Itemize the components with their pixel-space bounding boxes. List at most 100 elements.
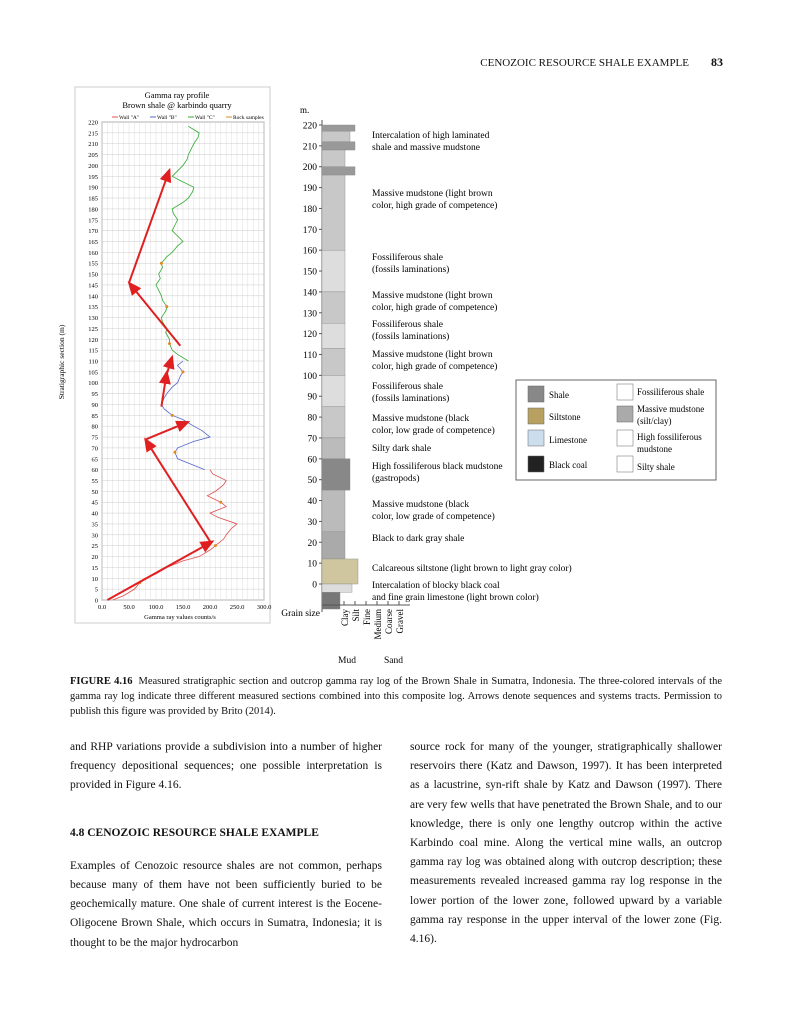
depth-tick-label: 30	[308, 518, 318, 528]
paragraph: and RHP variations provide a subdivision…	[70, 741, 382, 792]
grain-size-class: Gravel	[395, 609, 405, 634]
depth-tick-label: 80	[308, 414, 318, 424]
depth-tick-label: 180	[303, 205, 318, 215]
legend-item-label: Fossiliferous shale	[637, 387, 704, 397]
y-tick-label: 220	[88, 120, 98, 127]
right-column: source rock for many of the younger, str…	[410, 738, 722, 949]
lithology-description: Massive mudstone (light brown	[372, 290, 493, 301]
legend-pattern-swatch	[527, 385, 545, 403]
y-tick-label: 25	[92, 543, 99, 550]
lithology-description: Intercalation of blocky black coal	[372, 580, 500, 591]
y-tick-label: 160	[88, 250, 98, 257]
lithology-description: Fossiliferous shale	[372, 252, 443, 263]
chart-title: Gamma ray profile	[145, 90, 210, 100]
x-tick-label: 150.0	[176, 604, 191, 611]
y-tick-label: 185	[88, 196, 98, 203]
lithology-description: (gastropods)	[372, 473, 420, 484]
depth-tick-label: 220	[303, 122, 318, 132]
left-column: and RHP variations provide a subdivision…	[70, 738, 382, 953]
legend-item-label: Shale	[549, 390, 569, 400]
y-tick-label: 0	[95, 598, 98, 605]
paragraph: Examples of Cenozoic resource shales are…	[70, 859, 382, 949]
sequence-arrow	[162, 354, 175, 375]
y-tick-label: 105	[88, 369, 98, 376]
rock-sample-point	[173, 450, 177, 454]
x-axis-label: Gamma ray values counts/s	[144, 614, 216, 621]
sequence-arrow	[106, 540, 215, 601]
legend-item-label: mudstone	[637, 444, 672, 454]
y-tick-label: 135	[88, 304, 98, 311]
y-tick-label: 5	[95, 587, 98, 594]
y-tick-label: 175	[88, 217, 98, 224]
lithology-description: color, low grade of competence)	[372, 425, 495, 436]
rock-sample-point	[213, 544, 217, 548]
rock-sample-point	[168, 342, 171, 346]
running-title: CENOZOIC RESOURCE SHALE EXAMPLE	[480, 57, 689, 69]
rock-sample-point	[159, 261, 163, 265]
legend-label: Wall "B"	[157, 115, 177, 121]
legend-item-label: Silty shale	[637, 462, 675, 472]
depth-tick-label: 10	[308, 560, 318, 570]
legend-label: Rock samples	[233, 115, 264, 121]
lithology-bed	[321, 437, 346, 460]
lithology-description: (fossils laminations)	[372, 393, 449, 404]
lithology-bed	[321, 583, 353, 593]
grain-size-label: Grain size	[281, 609, 320, 619]
lithology-description: Massive mudstone (light brown	[372, 349, 493, 360]
y-axis-label: Stratigraphic section (m)	[57, 324, 66, 399]
lithology-description: shale and massive mudstone	[372, 143, 480, 153]
sequence-arrow	[145, 420, 191, 441]
figure-4-16: Gamma ray profile Brown shale @ karbindo…	[57, 86, 717, 666]
y-tick-label: 35	[92, 521, 99, 528]
y-tick-label: 190	[88, 185, 98, 192]
lithology-bed	[321, 323, 346, 349]
legend-item-label: High fossiliferous	[637, 432, 702, 442]
y-tick-label: 115	[88, 348, 98, 355]
y-tick-label: 170	[88, 228, 98, 235]
depth-tick-label: 40	[308, 497, 318, 507]
sequence-arrow	[128, 167, 172, 284]
unit-label: m.	[300, 105, 309, 115]
y-tick-label: 150	[88, 272, 98, 279]
grain-size-class: Clay	[340, 609, 350, 626]
lithology-bed	[321, 406, 346, 439]
grain-size-class: Coarse	[384, 609, 394, 634]
lithology-description: Massive mudstone (light brown	[372, 188, 493, 199]
sequence-arrow	[144, 437, 211, 542]
lithology-bed	[321, 174, 346, 251]
y-tick-label: 10	[92, 576, 99, 583]
y-ticks: 0 5 10 15 20 25 30 35 40 45 50 55 60 65 70 75 80 85 90 95 10…	[88, 120, 98, 605]
y-tick-label: 95	[92, 391, 99, 398]
legend-item-label: Limestone	[549, 435, 587, 445]
group-label: Sand	[384, 656, 403, 666]
lithology-bed	[321, 348, 346, 376]
legend-pattern-swatch	[616, 383, 634, 401]
legend-label: Wall "C"	[195, 115, 215, 121]
depth-tick-label: 110	[303, 351, 317, 361]
chart-legend: Wall "A" Wall "B" Wall "C" Rock samples	[112, 115, 264, 121]
y-tick-label: 125	[88, 326, 98, 333]
lithology-description: (fossils laminations)	[372, 331, 449, 342]
legend-item-label: Black coal	[549, 460, 588, 470]
lithology-bed	[321, 141, 356, 151]
y-tick-label: 205	[88, 152, 98, 159]
y-tick-label: 100	[88, 380, 98, 387]
depth-tick-label: 70	[308, 434, 318, 444]
lithology-description: and fine grain limestone (light brown co…	[372, 592, 539, 603]
lithology-description: color, low grade of competence)	[372, 511, 495, 522]
legend-box	[515, 379, 717, 481]
lithology-description: Calcareous siltstone (light brown to lig…	[372, 563, 572, 574]
lithology-bed	[321, 291, 346, 324]
lithology-description: Silty dark shale	[372, 444, 431, 454]
lithology-bed	[321, 531, 346, 560]
y-tick-label: 210	[88, 141, 98, 148]
lithology-description: Massive mudstone (black	[372, 413, 469, 424]
depth-tick-label: 210	[303, 142, 318, 152]
grain-size-class: Fine	[362, 609, 372, 625]
y-tick-label: 20	[92, 554, 99, 561]
legend-label: Wall "A"	[119, 115, 139, 121]
lithology-description: High fossiliferous black mudstone	[372, 461, 503, 472]
lithology-bed	[321, 375, 346, 407]
y-tick-label: 110	[88, 359, 98, 366]
